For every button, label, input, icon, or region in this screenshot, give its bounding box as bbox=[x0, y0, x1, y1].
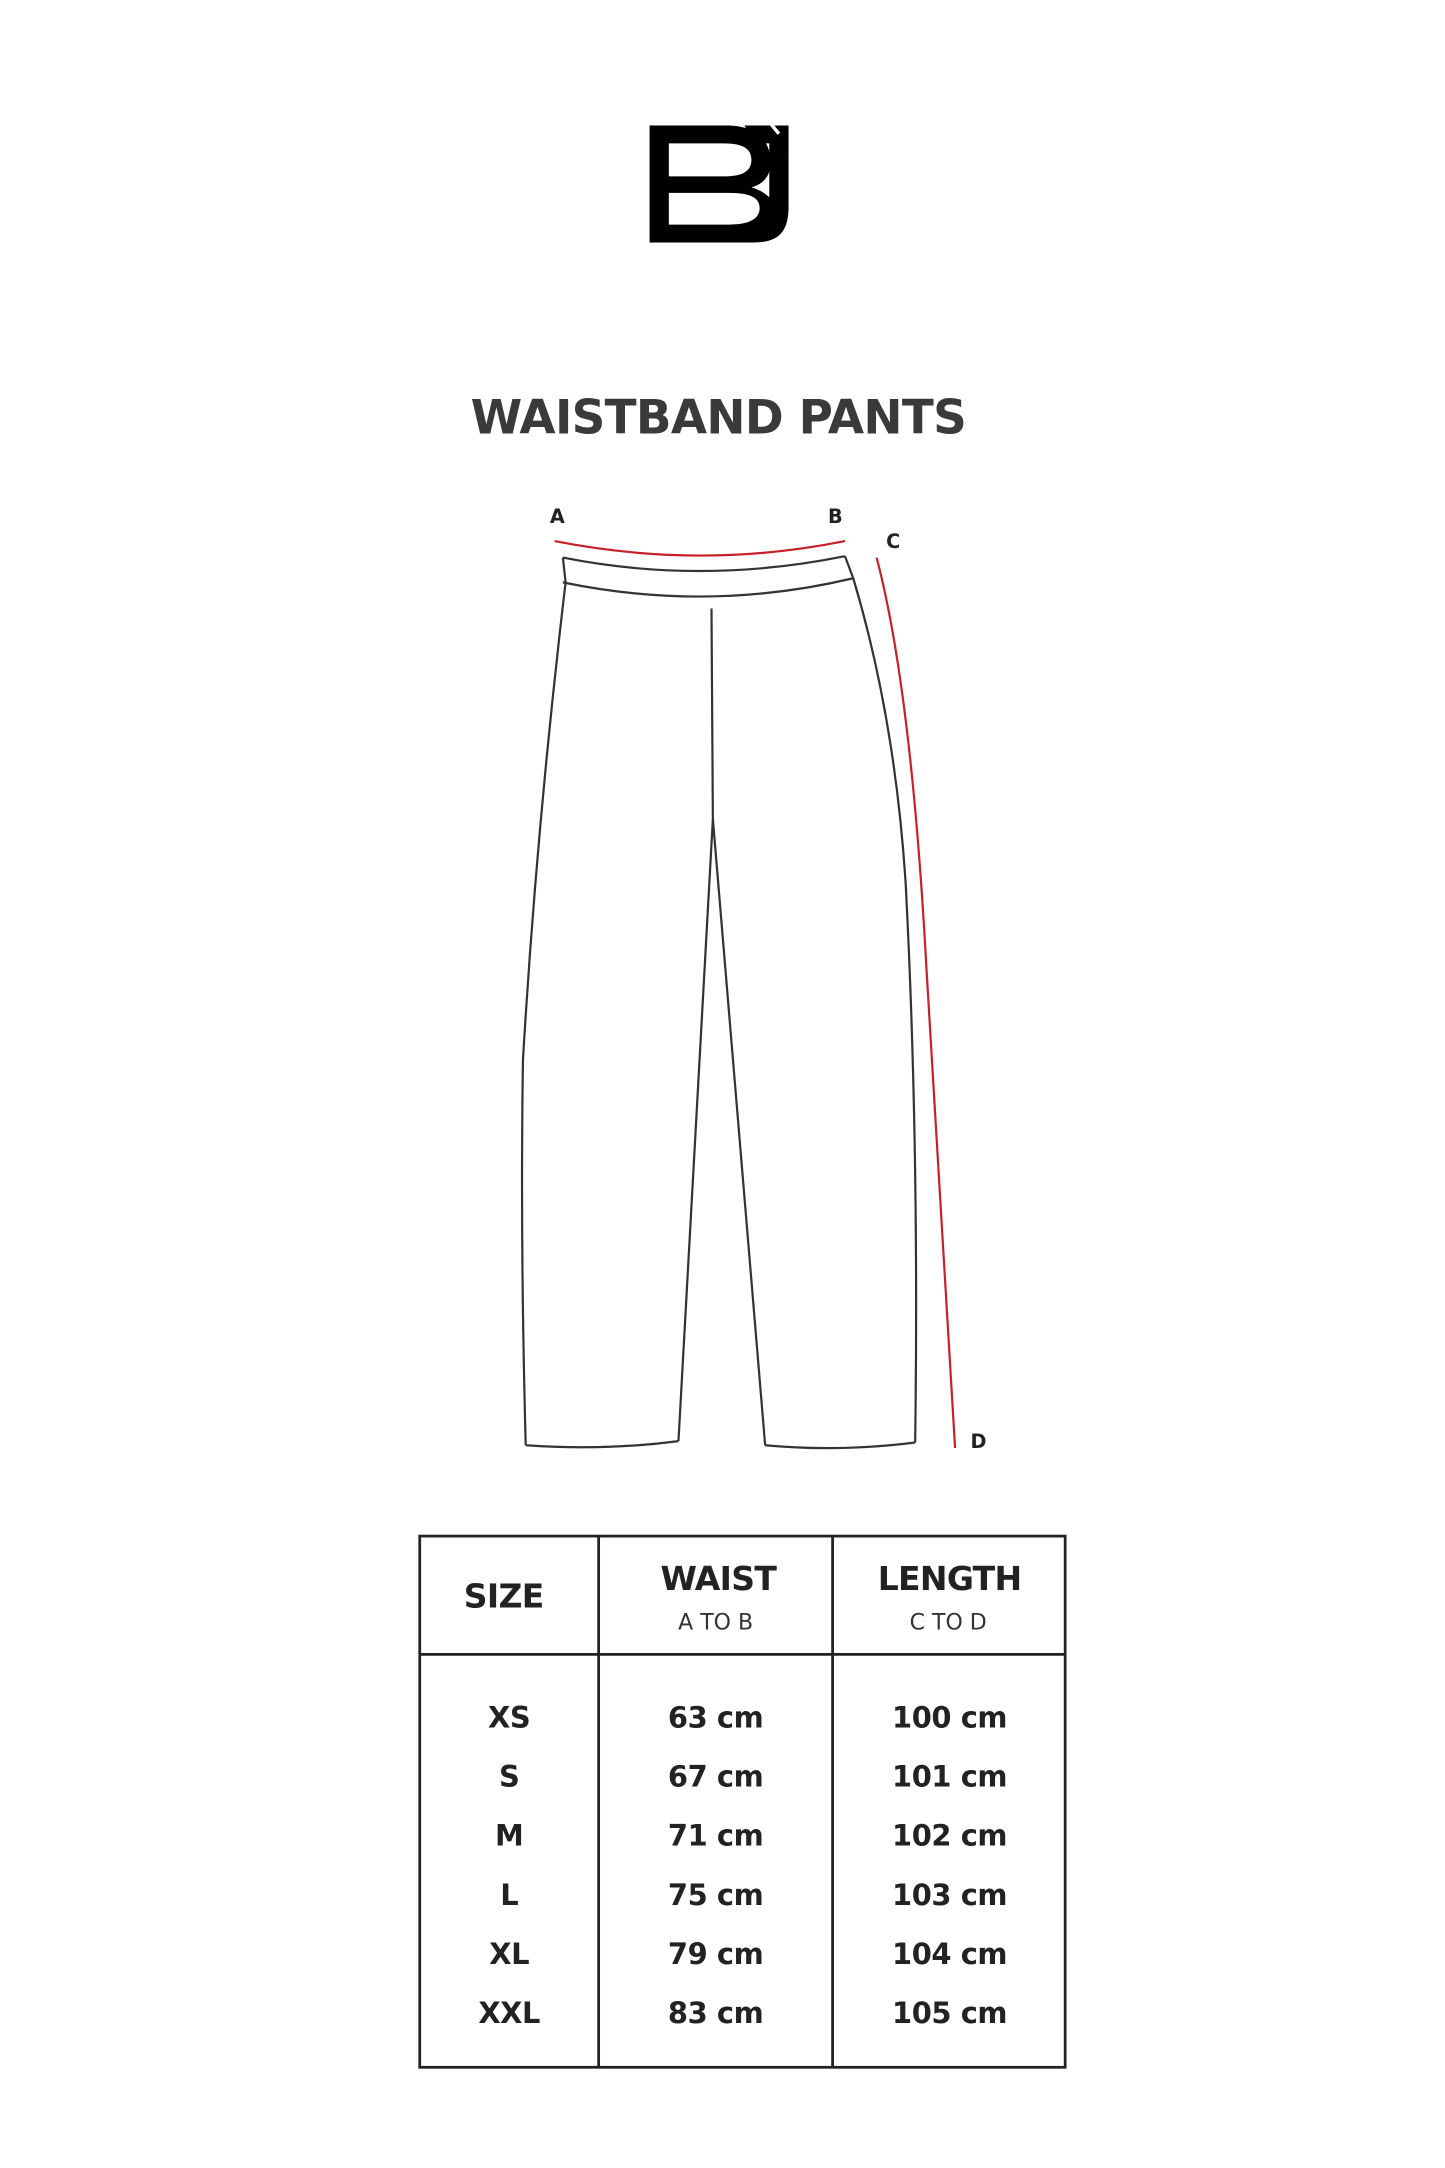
point-c-label: C bbox=[886, 530, 900, 553]
table-row: M 71 cm 102 cm bbox=[495, 1819, 1008, 1853]
table-body: XS 63 cm 100 cm S 67 cm 101 cm M 71 cm 102 cm L 75… bbox=[478, 1700, 1007, 2030]
cell-size: XL bbox=[489, 1937, 529, 1971]
pants-diagram bbox=[520, 555, 918, 1450]
point-a-label: A bbox=[550, 505, 565, 528]
waistband-bottom bbox=[562, 577, 854, 598]
cell-size: S bbox=[499, 1760, 519, 1794]
table-row: XL 79 cm 104 cm bbox=[489, 1937, 1007, 1971]
cell-size: XXL bbox=[478, 1996, 540, 2030]
cell-waist: 79 cm bbox=[668, 1937, 763, 1971]
cell-waist: 83 cm bbox=[668, 1996, 763, 2030]
left-inseam bbox=[677, 608, 714, 1442]
right-outseam bbox=[843, 555, 918, 1443]
table-row: S 67 cm 101 cm bbox=[499, 1760, 1008, 1794]
point-d-label: D bbox=[970, 1430, 986, 1453]
cell-waist: 71 cm bbox=[668, 1819, 763, 1853]
size-table: SIZE WAIST A TO B LENGTH C TO D XS 63 cm 1… bbox=[418, 1534, 1067, 2069]
header-waist-sub: A TO B bbox=[678, 1611, 753, 1636]
point-b-label: B bbox=[828, 505, 843, 528]
right-inseam bbox=[711, 818, 767, 1446]
header-length: LENGTH bbox=[878, 1559, 1022, 1598]
right-hem bbox=[765, 1441, 916, 1450]
left-outseam bbox=[520, 557, 567, 1446]
table-row: XS 63 cm 100 cm bbox=[488, 1700, 1007, 1734]
table-row: XXL 83 cm 105 cm bbox=[478, 1996, 1007, 2030]
waist-measure-line bbox=[554, 540, 846, 557]
page-title: WAISTBAND PANTS bbox=[471, 392, 966, 446]
cell-waist: 63 cm bbox=[668, 1700, 763, 1734]
cell-length: 102 cm bbox=[892, 1819, 1007, 1853]
measurement-lines bbox=[554, 540, 957, 1449]
left-hem bbox=[525, 1440, 679, 1449]
header-length-sub: C TO D bbox=[910, 1611, 987, 1636]
cell-size: L bbox=[500, 1878, 518, 1912]
cell-size: M bbox=[495, 1819, 523, 1853]
table-row: L 75 cm 103 cm bbox=[500, 1878, 1007, 1912]
brand-logo bbox=[649, 117, 800, 243]
cell-length: 101 cm bbox=[892, 1760, 1007, 1794]
cell-size: XS bbox=[488, 1700, 530, 1734]
length-measure-line bbox=[875, 557, 957, 1449]
header-size: SIZE bbox=[464, 1577, 544, 1616]
cell-length: 100 cm bbox=[892, 1700, 1007, 1734]
header-waist: WAIST bbox=[661, 1559, 778, 1598]
cell-waist: 75 cm bbox=[668, 1878, 763, 1912]
cell-length: 103 cm bbox=[892, 1878, 1007, 1912]
cell-length: 105 cm bbox=[892, 1996, 1007, 2030]
cell-length: 104 cm bbox=[892, 1937, 1007, 1971]
cell-waist: 67 cm bbox=[668, 1760, 763, 1794]
waistband-top bbox=[562, 555, 846, 573]
